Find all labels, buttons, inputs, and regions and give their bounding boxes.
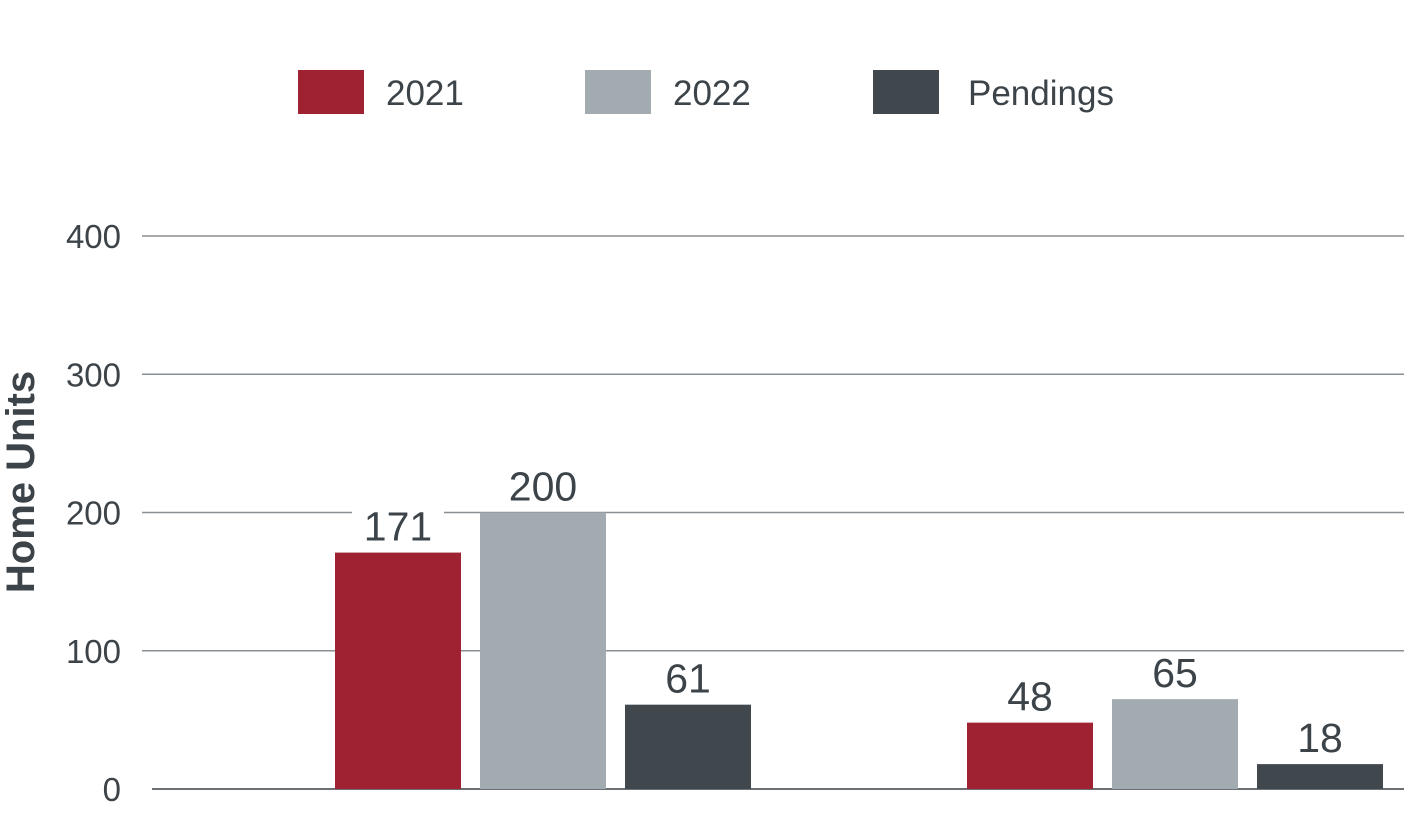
bars xyxy=(335,512,1383,789)
legend-swatch xyxy=(585,70,651,114)
legend-item: Pendings xyxy=(873,70,1114,114)
bar xyxy=(967,722,1093,789)
data-label: 200 xyxy=(509,464,577,510)
data-label: 65 xyxy=(1152,650,1198,696)
y-tick-label: 0 xyxy=(103,771,121,808)
legend-label: Pendings xyxy=(968,74,1114,113)
data-label-background xyxy=(654,658,722,699)
data-label-background xyxy=(1141,653,1209,694)
data-label-background xyxy=(996,676,1064,717)
data-label: 18 xyxy=(1297,715,1343,761)
bar xyxy=(335,552,461,789)
legend-label: 2021 xyxy=(386,74,464,113)
data-label-background xyxy=(497,466,589,507)
bar xyxy=(480,512,606,789)
data-label-background xyxy=(352,506,444,547)
legend-swatch xyxy=(298,70,364,114)
y-axis-title: Home Units xyxy=(0,371,43,593)
bar xyxy=(1257,764,1383,789)
y-tick-label: 400 xyxy=(66,218,121,255)
legend-label: 2022 xyxy=(673,74,751,113)
legend-swatch xyxy=(873,70,939,114)
y-tick-label: 100 xyxy=(66,633,121,670)
data-labels: 171 200 61 48 65 18 xyxy=(352,464,1354,761)
legend-item: 2021 xyxy=(298,70,464,114)
y-tick-label: 200 xyxy=(66,495,121,532)
data-label-background xyxy=(1286,718,1354,759)
data-label: 61 xyxy=(665,656,711,702)
bar xyxy=(625,704,751,789)
data-label: 171 xyxy=(364,504,432,550)
legend: 2021 2022 Pendings xyxy=(298,70,1114,114)
y-tick-labels: 0 100 200 300 400 xyxy=(66,218,121,808)
bar xyxy=(1112,699,1238,789)
data-label: 48 xyxy=(1007,674,1053,720)
y-tick-label: 300 xyxy=(66,356,121,393)
legend-item: 2022 xyxy=(585,70,751,114)
